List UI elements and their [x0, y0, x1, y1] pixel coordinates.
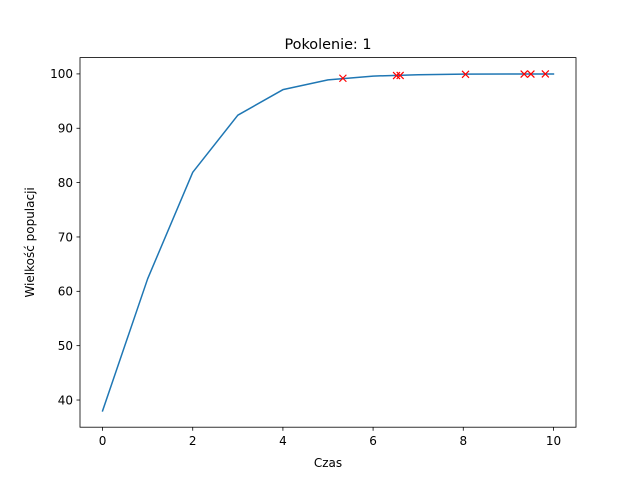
- axes-frame: [79, 57, 577, 428]
- scatter-point: [392, 71, 401, 80]
- x-tick-label: 6: [369, 434, 377, 448]
- y-axis-label: Wielkość populacji: [23, 187, 37, 297]
- series-line: [101, 73, 555, 412]
- x-tick-label: 8: [459, 434, 467, 448]
- scatter-point: [338, 74, 347, 83]
- y-tick-label: 40: [58, 393, 73, 407]
- x-tick-label: 4: [279, 434, 287, 448]
- axis-ticks: 0 2 4 6 8 10 40 50 60 70 80 90 100: [50, 67, 561, 448]
- scatter-point: [396, 71, 405, 80]
- plot-area: [101, 70, 555, 412]
- y-tick-label: 80: [58, 176, 73, 190]
- scatter-point: [526, 70, 535, 78]
- chart-title: Pokolenie: 1: [285, 37, 372, 53]
- x-tick-label: 0: [99, 434, 107, 448]
- scatter-point: [461, 70, 470, 79]
- x-tick-label: 10: [546, 434, 561, 448]
- y-tick-label: 100: [50, 67, 73, 81]
- y-tick-label: 60: [58, 285, 73, 299]
- scatter-point: [541, 70, 550, 78]
- y-tick-label: 50: [58, 339, 73, 353]
- y-tick-label: 70: [58, 230, 73, 244]
- y-tick-label: 90: [58, 122, 73, 136]
- scatter-point: [520, 70, 529, 78]
- x-tick-label: 2: [189, 434, 197, 448]
- x-axis-label: Czas: [314, 456, 342, 470]
